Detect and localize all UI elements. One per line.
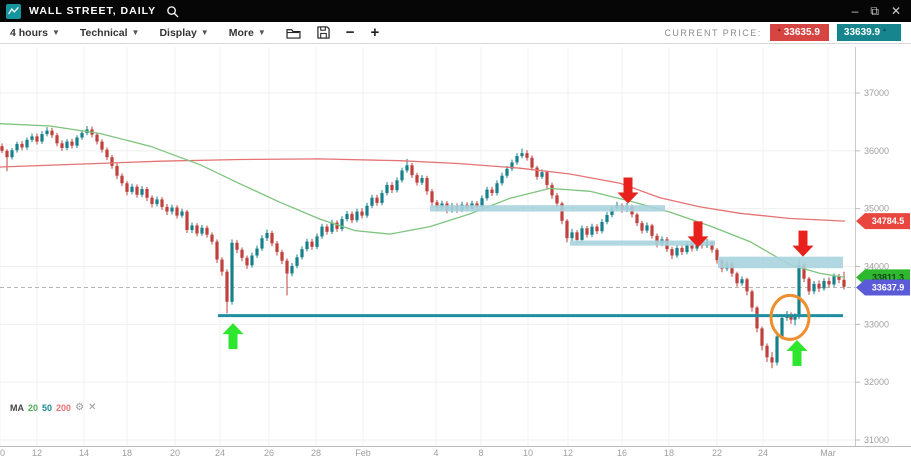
close-button[interactable]: ✕ bbox=[890, 4, 901, 18]
svg-text:34784.5: 34784.5 bbox=[872, 216, 905, 226]
popout-button[interactable]: ⧉ bbox=[870, 4, 879, 18]
svg-text:8: 8 bbox=[478, 448, 483, 458]
svg-text:12: 12 bbox=[563, 448, 573, 458]
buy-price-button[interactable]: 33639.9 ▲ bbox=[836, 24, 901, 41]
chevron-down-icon: ▼ bbox=[51, 28, 60, 37]
minimize-button[interactable]: – bbox=[851, 4, 859, 18]
svg-text:18: 18 bbox=[664, 448, 674, 458]
svg-text:Mar: Mar bbox=[820, 448, 836, 458]
save-icon[interactable] bbox=[317, 26, 330, 39]
sell-price-button[interactable]: ▲ 33635.9 bbox=[769, 24, 829, 41]
svg-text:31000: 31000 bbox=[864, 435, 889, 445]
svg-text:20: 20 bbox=[170, 448, 180, 458]
svg-text:37000: 37000 bbox=[864, 88, 889, 98]
svg-text:18: 18 bbox=[122, 448, 132, 458]
svg-text:32000: 32000 bbox=[864, 377, 889, 387]
sell-tick-icon: ▲ bbox=[776, 27, 782, 33]
title-bar: WALL STREET, DAILY – ⧉ ✕ bbox=[0, 0, 911, 22]
svg-text:16: 16 bbox=[617, 448, 627, 458]
open-folder-icon[interactable] bbox=[286, 27, 301, 39]
technical-dropdown[interactable]: Technical ▼ bbox=[79, 26, 140, 39]
ma-period-20: 20 bbox=[28, 402, 39, 413]
ma-label: MA bbox=[10, 402, 24, 413]
search-icon[interactable] bbox=[166, 5, 179, 18]
ma-indicator-legend: MA 20 50 200 ⚙ ✕ bbox=[10, 402, 96, 413]
ma-period-200: 200 bbox=[56, 402, 72, 413]
svg-text:10: 10 bbox=[523, 448, 533, 458]
svg-text:24: 24 bbox=[215, 448, 225, 458]
chevron-down-icon: ▼ bbox=[200, 28, 209, 37]
svg-text:24: 24 bbox=[758, 448, 768, 458]
svg-text:10: 10 bbox=[0, 448, 5, 458]
timeframe-dropdown[interactable]: 4 hours ▼ bbox=[10, 26, 60, 39]
zoom-out-button[interactable]: − bbox=[345, 24, 355, 41]
svg-text:14: 14 bbox=[79, 448, 89, 458]
ma-period-50: 50 bbox=[42, 402, 53, 413]
instrument-logo-icon bbox=[6, 3, 21, 19]
svg-text:12: 12 bbox=[32, 448, 42, 458]
chart-toolbar: 4 hours ▼ Technical ▼ Display ▼ More ▼ − + C… bbox=[0, 22, 911, 44]
svg-text:33811.3: 33811.3 bbox=[872, 272, 904, 282]
remove-indicator-icon[interactable]: ✕ bbox=[88, 402, 97, 413]
chart-area: 37000 36000 35000 34000 33000 32000 31000 10 12 1… bbox=[0, 44, 911, 463]
current-price-label: CURRENT PRICE: bbox=[664, 27, 762, 38]
svg-text:26: 26 bbox=[264, 448, 274, 458]
chevron-down-icon: ▼ bbox=[257, 28, 266, 37]
price-chart[interactable]: 37000 36000 35000 34000 33000 32000 31000 10 12 1… bbox=[0, 44, 911, 463]
svg-text:22: 22 bbox=[712, 448, 722, 458]
chevron-down-icon: ▼ bbox=[131, 28, 140, 37]
svg-text:33637.9: 33637.9 bbox=[872, 282, 905, 292]
more-dropdown[interactable]: More ▼ bbox=[228, 26, 266, 39]
svg-text:33000: 33000 bbox=[864, 319, 889, 329]
zoom-in-button[interactable]: + bbox=[370, 24, 380, 41]
svg-text:Feb: Feb bbox=[355, 448, 371, 458]
gear-icon[interactable]: ⚙ bbox=[75, 402, 85, 413]
svg-text:28: 28 bbox=[311, 448, 321, 458]
buy-tick-icon: ▲ bbox=[882, 27, 887, 33]
display-dropdown[interactable]: Display ▼ bbox=[159, 26, 209, 39]
svg-text:4: 4 bbox=[433, 448, 438, 458]
svg-text:35000: 35000 bbox=[864, 204, 889, 214]
svg-text:34000: 34000 bbox=[864, 262, 889, 272]
window-title: WALL STREET, DAILY bbox=[29, 5, 157, 17]
svg-text:36000: 36000 bbox=[864, 146, 889, 156]
